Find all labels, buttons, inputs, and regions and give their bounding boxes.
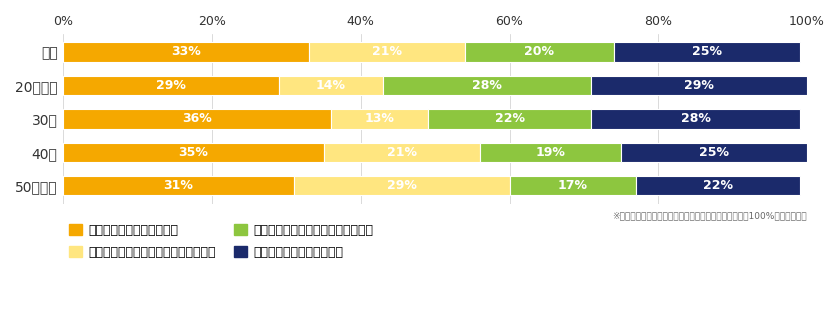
Text: 28%: 28% <box>680 112 711 125</box>
Text: 19%: 19% <box>535 146 565 159</box>
Text: 25%: 25% <box>691 46 722 58</box>
Bar <box>480 143 621 162</box>
Bar <box>279 76 383 95</box>
Text: 14%: 14% <box>316 79 346 92</box>
Bar <box>63 143 323 162</box>
Text: 31%: 31% <box>164 179 193 192</box>
Bar <box>331 109 428 129</box>
Legend: 現在、学びを実践している, 過去に学びを実践していたことがある, これから学びを実践する予定がある, 学びを実践したことがない: 現在、学びを実践している, 過去に学びを実践していたことがある, これから学びを… <box>70 224 373 259</box>
Text: 17%: 17% <box>558 179 588 192</box>
Text: 21%: 21% <box>386 146 417 159</box>
Text: 25%: 25% <box>699 146 729 159</box>
Bar <box>510 176 636 195</box>
Bar <box>383 76 591 95</box>
Text: 29%: 29% <box>156 79 186 92</box>
Bar <box>591 109 800 129</box>
Bar <box>428 109 591 129</box>
Bar <box>63 176 294 195</box>
Bar <box>63 42 308 62</box>
Text: 35%: 35% <box>178 146 208 159</box>
Text: 29%: 29% <box>685 79 714 92</box>
Bar <box>465 42 614 62</box>
Text: 33%: 33% <box>171 46 201 58</box>
Bar <box>63 109 331 129</box>
Bar <box>636 176 800 195</box>
Bar <box>308 42 465 62</box>
Bar <box>614 42 800 62</box>
Text: 21%: 21% <box>372 46 402 58</box>
Bar <box>591 76 807 95</box>
Bar <box>294 176 510 195</box>
Bar <box>323 143 480 162</box>
Text: 22%: 22% <box>495 112 524 125</box>
Text: 20%: 20% <box>524 46 554 58</box>
Text: 36%: 36% <box>182 112 212 125</box>
Bar <box>63 76 279 95</box>
Text: ※小数点以下を四捨五入しているため、必ずしも合計が100%にならない。: ※小数点以下を四捨五入しているため、必ずしも合計が100%にならない。 <box>612 211 807 220</box>
Text: 22%: 22% <box>703 179 732 192</box>
Bar <box>621 143 807 162</box>
Text: 13%: 13% <box>365 112 394 125</box>
Text: 28%: 28% <box>472 79 502 92</box>
Text: 29%: 29% <box>386 179 417 192</box>
